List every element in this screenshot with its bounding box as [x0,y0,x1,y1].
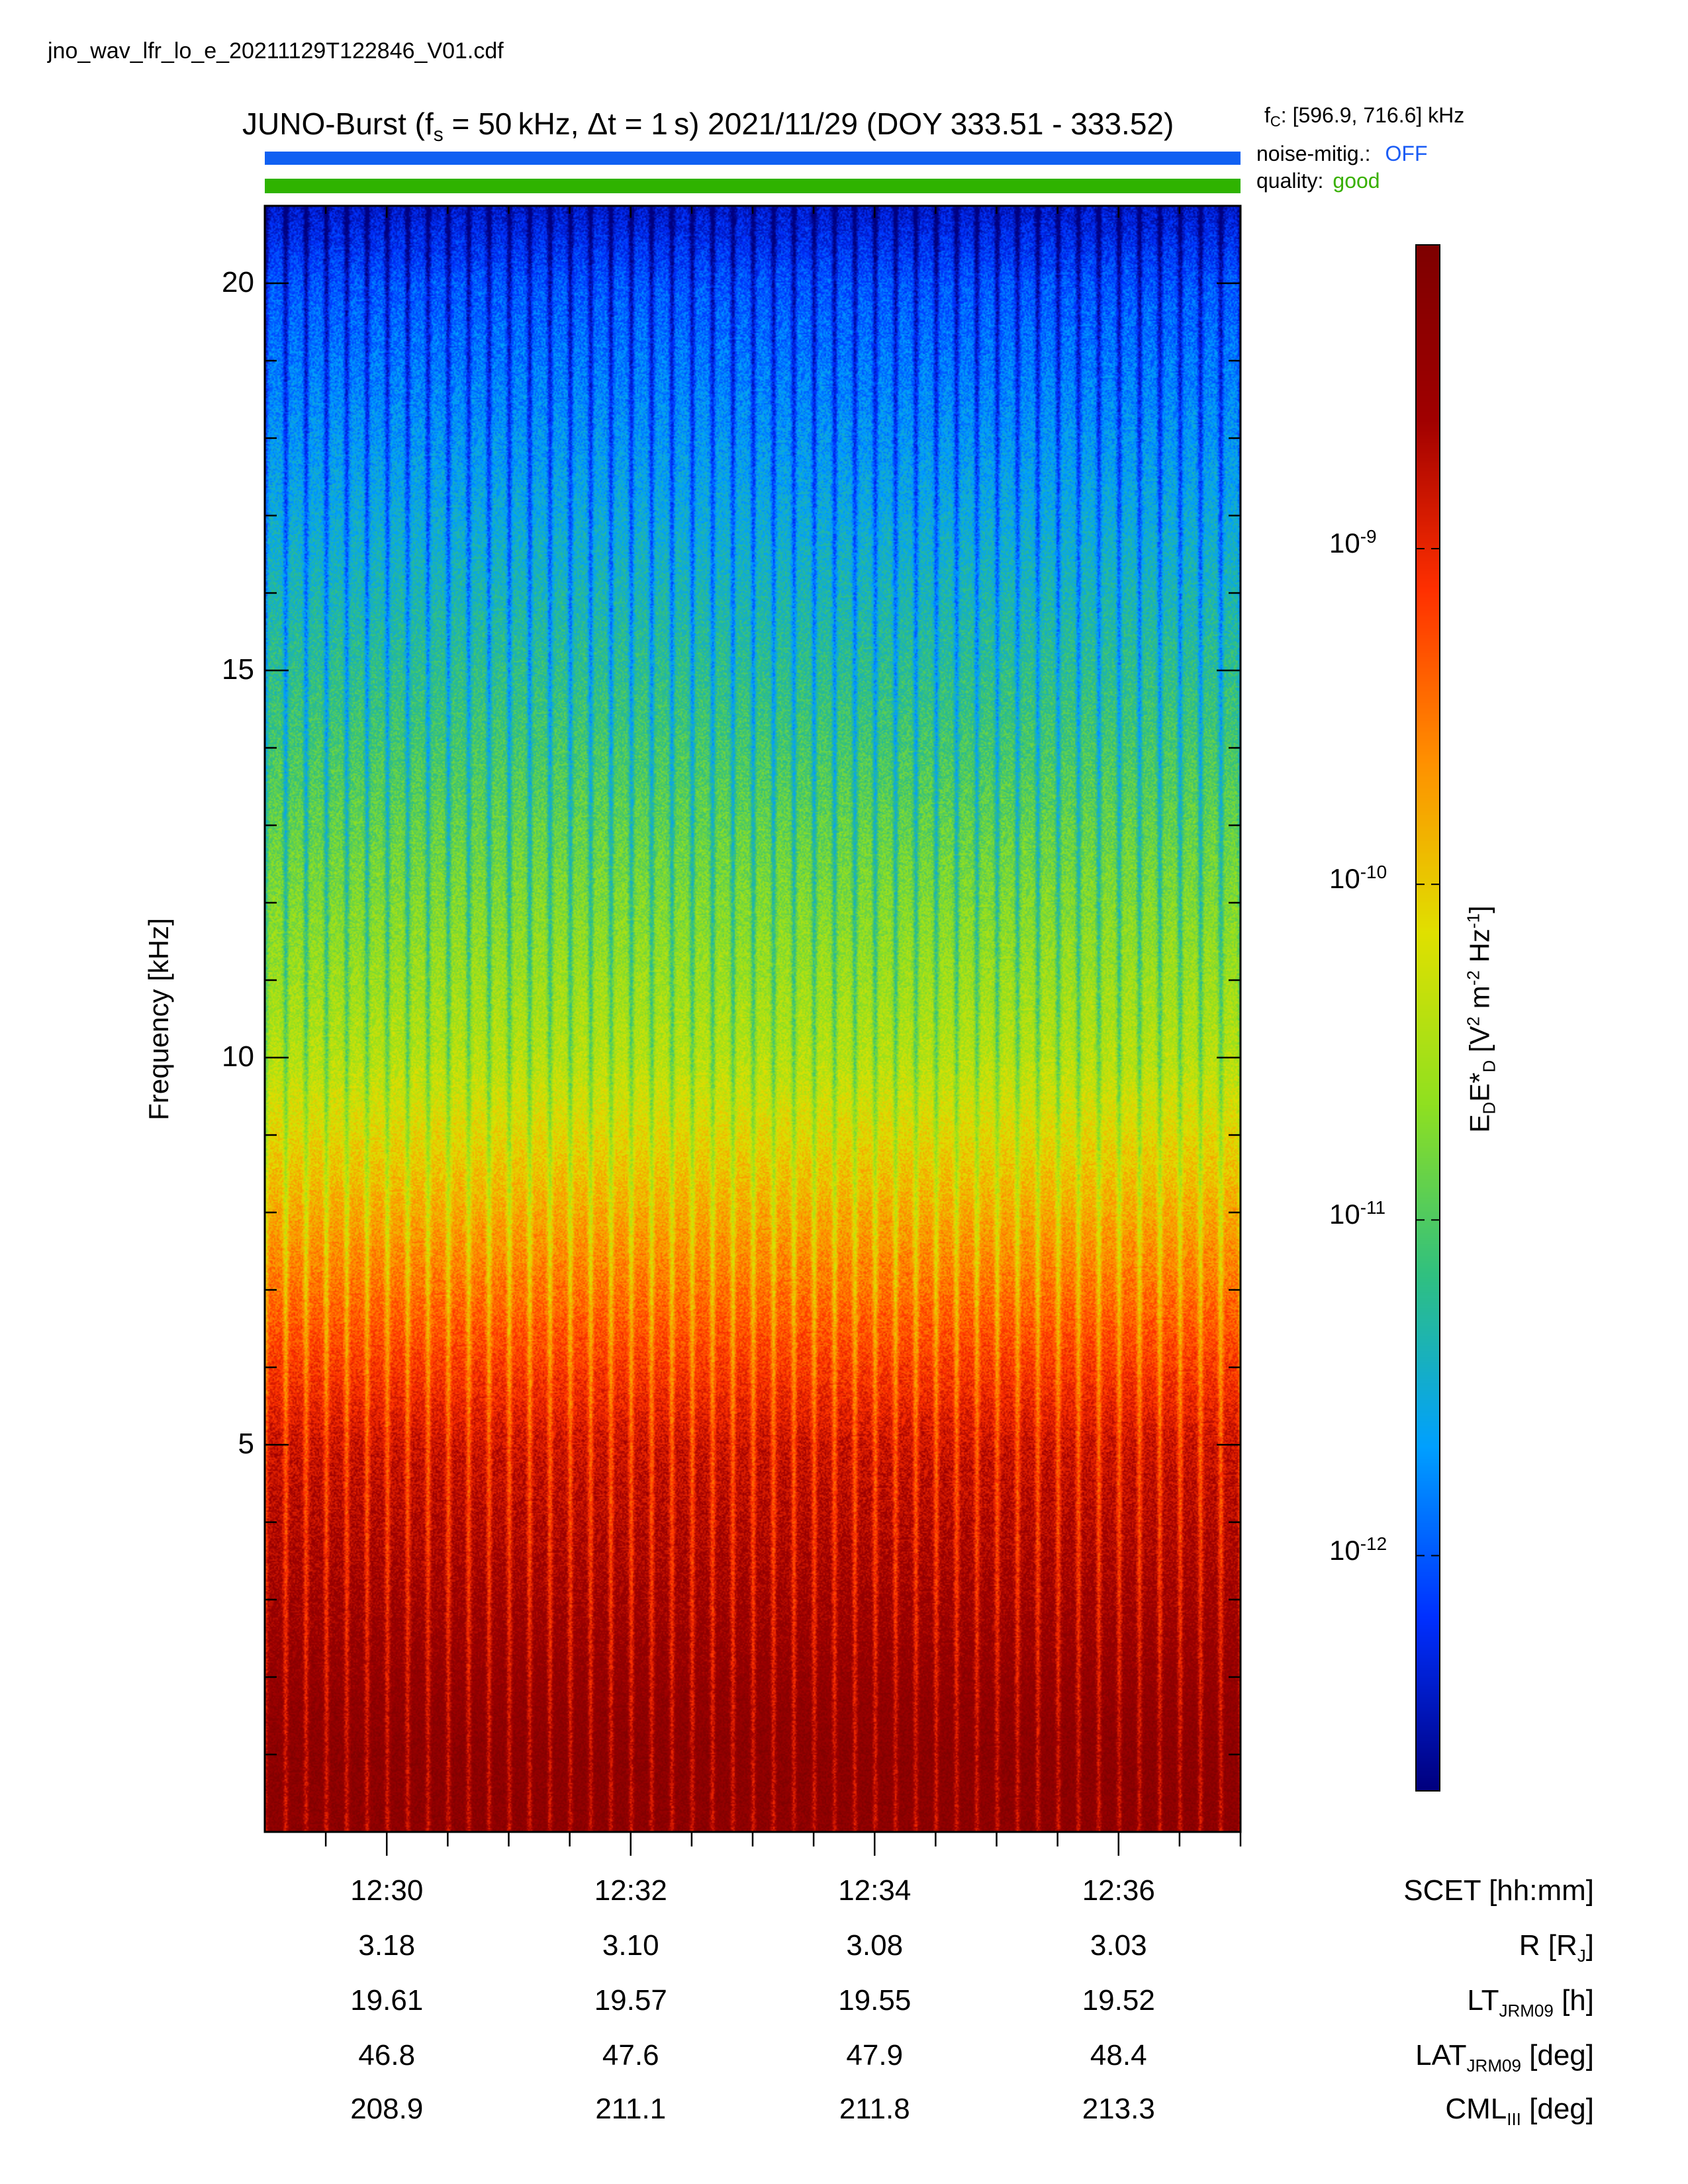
y-ticks [265,282,1241,1756]
cb-label-sub1: D [1479,1101,1499,1115]
noise-mitigation-value: OFF [1385,142,1428,165]
ephemeris-row-name: SCET [hh:mm] [1329,1874,1594,1907]
cb-label-sub2: D [1479,1060,1499,1073]
y-tick-label: 5 [238,1428,254,1460]
cb-label-e: E [1464,1114,1495,1133]
x-tick-label: 12:32 [594,1874,667,1907]
row-name-main: R [R [1519,1929,1577,1962]
colorbar-tick-base: 10 [1329,527,1360,559]
noise-mitigation-label: noise-mitig.: [1256,142,1371,165]
title-prefix: JUNO-Burst (f [242,107,434,141]
chart-title: JUNO-Burst (fs = 50 kHz, Δt = 1 s) 2021/… [242,106,1174,146]
ephemeris-row-name: R [RJ] [1329,1929,1594,1966]
colorbar [1417,246,1439,1790]
ephemeris-value: 3.08 [846,1929,904,1962]
cb-label-units-3: Hz [1464,929,1495,971]
plot-frame [263,205,1242,1833]
colorbar-tick-exponent: -10 [1360,862,1387,883]
ephemeris-value: 48.4 [1090,2039,1147,2071]
row-name-rest: [deg] [1521,2093,1594,2125]
x-tick-label: 12:36 [1082,1874,1155,1907]
y-axis-label: Frequency [kHz] [143,918,174,1120]
ephemeris-value: 47.9 [846,2039,904,2071]
ephemeris-row-name: LTJRM09 [h] [1329,1984,1594,2021]
fc-value: : [596.9, 716.6] kHz [1280,103,1465,127]
ephemeris-value: 19.61 [350,1984,424,2017]
center-frequency-label: fC: [596.9, 716.6] kHz [1264,103,1464,130]
row-name-rest: [h] [1553,1984,1594,2017]
colorbar-frame [1415,244,1440,1792]
ephemeris-value: 213.3 [1082,2093,1155,2125]
ephemeris-value: 3.03 [1090,1929,1147,1962]
x-tick-label: 12:30 [350,1874,424,1907]
colorbar-tick-label: 10-10 [1329,862,1387,895]
ephemeris-row-name: LATJRM09 [deg] [1329,2039,1594,2076]
noise-mitigation-row: noise-mitig.: OFF [1256,142,1427,166]
x-tick-label: 12:34 [838,1874,912,1907]
file-name: jno_wav_lfr_lo_e_20211129T122846_V01.cdf [48,38,504,64]
row-name-main: CML [1445,2093,1507,2125]
y-tick-label: 10 [222,1040,254,1073]
x-ticks [324,206,1242,1856]
colorbar-tick-label: 10-11 [1329,1197,1385,1230]
cb-label-units-2: m [1464,985,1495,1017]
ephemeris-value: 211.1 [595,2093,667,2125]
quality-row: quality: good [1256,169,1380,193]
y-tick-label: 20 [222,266,254,298]
ephemeris-value: 19.57 [594,1984,667,2017]
cb-label-units-4: ] [1464,905,1495,913]
y-tick-label: 15 [222,653,254,686]
cb-label-sup2: -2 [1463,970,1483,986]
row-name-main: LT [1467,1984,1499,2017]
noise-mitigation-bar [265,152,1241,165]
quality-bar [265,179,1241,193]
quality-value: good [1333,169,1380,193]
colorbar-tick-base: 10 [1329,863,1360,895]
colorbar-label: EDE*D [V2 m-2 Hz-1] [1463,905,1499,1132]
colorbar-tick-exponent: -11 [1360,1197,1386,1218]
ephemeris-value: 19.52 [1082,1984,1155,2017]
ephemeris-value: 3.10 [602,1929,659,1962]
row-name-sub: JRM09 [1499,2000,1554,2021]
ephemeris-value: 211.8 [839,2093,910,2125]
ephemeris-value: 208.9 [350,2093,424,2125]
ephemeris-value: 46.8 [358,2039,416,2071]
row-name-sub: III [1507,2109,1521,2129]
fc-prefix: f [1264,103,1270,127]
row-name-rest: ] [1585,1929,1594,1962]
cb-label-units-1: [V [1464,1026,1495,1060]
title-rest: = 50 kHz, Δt = 1 s) 2021/11/29 (DOY 333.… [443,107,1174,141]
row-name-rest: [deg] [1521,2039,1594,2071]
quality-label: quality: [1256,169,1324,193]
fc-subscript: C [1270,113,1281,130]
colorbar-tick-exponent: -9 [1360,526,1377,547]
cb-label-sup3: -1 [1463,913,1483,929]
colorbar-tick-label: 10-9 [1329,526,1377,559]
ephemeris-value: 47.6 [602,2039,659,2071]
title-subscript: s [433,124,444,146]
colorbar-tick-base: 10 [1329,1534,1360,1566]
row-name-main: SCET [hh:mm] [1403,1874,1594,1907]
row-name-sub: JRM09 [1466,2055,1521,2075]
ephemeris-value: 19.55 [838,1984,912,2017]
spectrogram-heatmap [265,206,1241,1832]
colorbar-tick-exponent: -12 [1360,1533,1387,1554]
ephemeris-row-name: CMLIII [deg] [1329,2093,1594,2130]
row-name-main: LAT [1415,2039,1467,2071]
colorbar-tick-label: 10-12 [1329,1533,1387,1567]
row-name-sub: J [1577,1945,1586,1966]
cb-label-sup1: 2 [1463,1016,1483,1026]
cb-label-e-star: E* [1464,1072,1495,1102]
ephemeris-value: 3.18 [358,1929,416,1962]
colorbar-tick-base: 10 [1329,1199,1360,1230]
